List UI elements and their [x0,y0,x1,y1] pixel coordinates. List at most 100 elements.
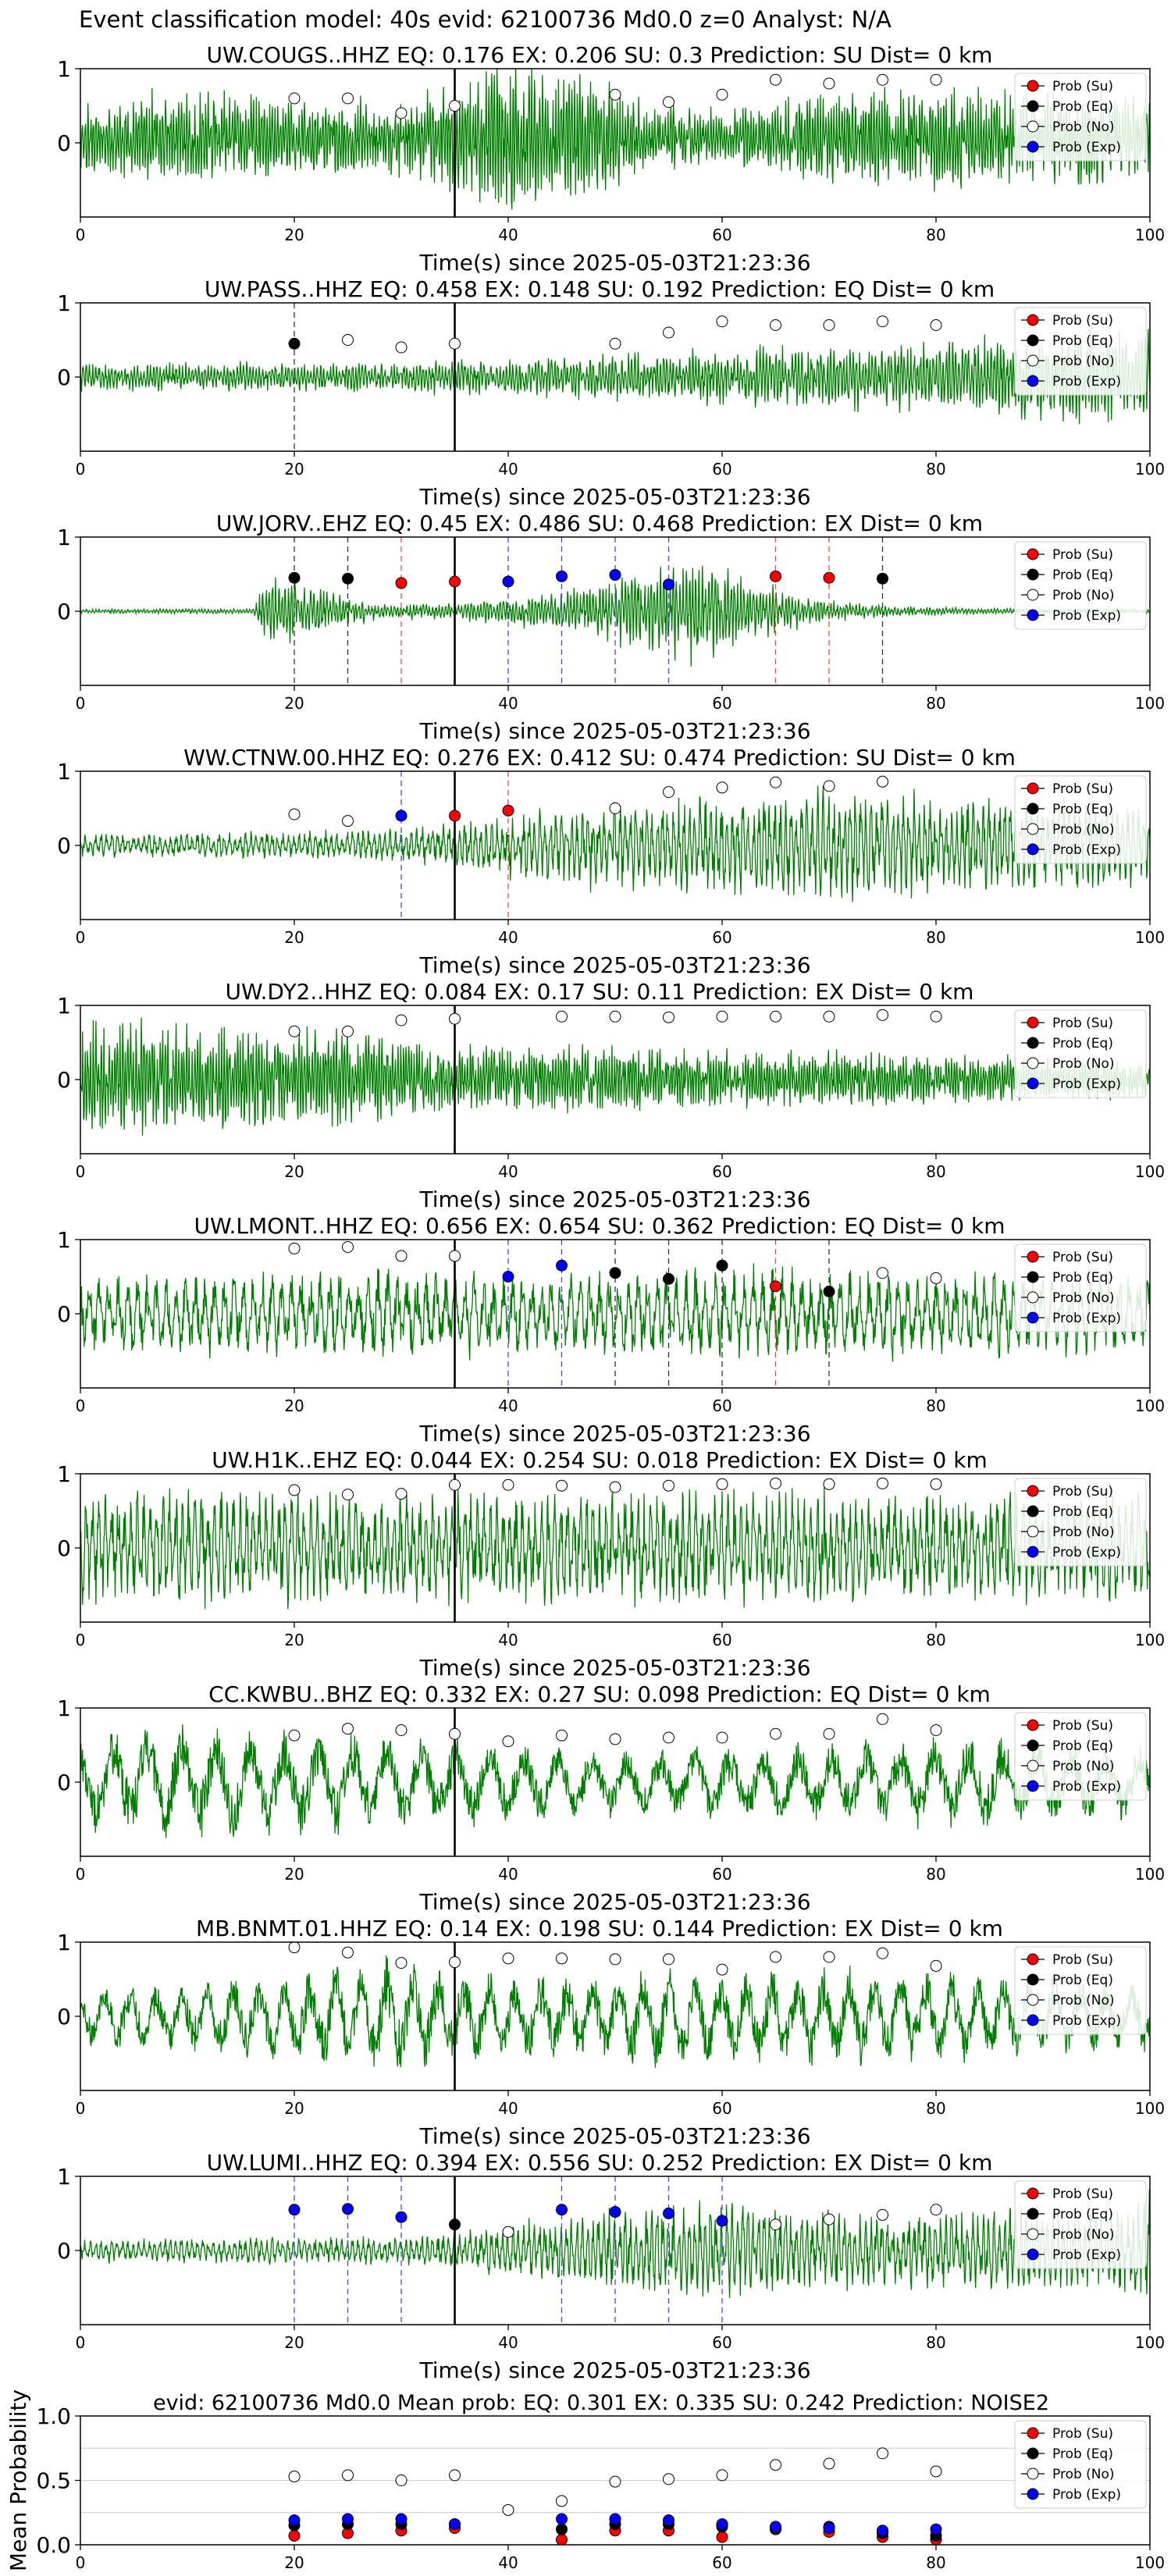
station-panel: 0 20 40 60 80 100 0 1 UW.H1K..EHZ EQ: 0.044 EX: … [57,1447,1165,1681]
y-tick-label: 1 [57,1695,71,1721]
legend-marker-su [1027,1485,1039,1497]
prob-point-no [930,1959,942,1972]
legend-label: Prob (Su) [1052,1952,1113,1968]
prob-point-eq [288,337,301,350]
legend-marker-no [1027,354,1039,367]
x-tick-label: 20 [284,2333,304,2352]
x-tick-label: 60 [712,226,731,244]
prob-point-no [716,781,728,794]
x-axis-label: Time(s) since 2025-05-03T21:23:36 [418,484,810,510]
legend-label: Prob (Eq) [1052,1270,1113,1286]
prob-point-no [449,1956,461,1969]
prob-point-no [342,815,354,827]
legend-marker-eq [1027,1505,1039,1517]
y-tick-label: 0.0 [36,2532,71,2558]
x-axis-label: Time(s) since 2025-05-03T21:23:36 [418,718,810,744]
prob-point-no [609,802,621,814]
legend-marker-no [1027,1525,1039,1538]
x-tick-label: 80 [926,2099,945,2118]
x-tick-label: 0 [76,226,86,244]
prob-point-no [930,2204,942,2216]
prob-point-no [342,1489,354,1501]
legend-marker-exp [1027,375,1039,387]
x-tick-label: 0 [76,2333,86,2352]
x-tick-label: 100 [1135,460,1165,479]
legend-label: Prob (Exp) [1052,2487,1121,2503]
prob-point-no [823,780,835,792]
prob-point-no [449,1250,461,1262]
prob-point-no [556,1479,568,1492]
prob-point-exp [502,575,514,588]
prob-point-no [930,1010,942,1023]
prob-point-no [823,77,835,90]
legend-marker-exp [1027,141,1039,153]
legend-label: Prob (Exp) [1052,1779,1121,1795]
x-tick-label: 0 [76,928,86,947]
panel-title: CC.KWBU..BHZ EQ: 0.332 EX: 0.27 SU: 0.09… [208,1681,991,1707]
legend-box [1014,1478,1147,1567]
prob-point-exp [716,2518,728,2531]
prob-point-exp [609,2513,621,2525]
prob-point-exp [556,1259,568,1272]
station-panel: 0 20 40 60 80 100 0 1 UW.JORV..EHZ EQ: 0.45 EX: … [57,511,1165,744]
panel-title: UW.PASS..HHZ EQ: 0.458 EX: 0.148 SU: 0.1… [205,276,995,302]
x-tick-label: 80 [926,226,945,244]
prob-point-no [395,1488,408,1500]
prob-point-exp [342,2513,354,2525]
x-tick-label: 20 [284,460,304,479]
mean-probability-panel: 0 20 40 60 80 100 0.0 0.5 1.0 evid: 62100736 Md0.… [5,2389,1165,2572]
legend-marker-su [1027,1719,1039,1731]
x-tick-label: 0 [76,2553,86,2572]
prob-point-no [770,776,781,788]
panel-title: evid: 62100736 Md0.0 Mean prob: EQ: 0.30… [153,2391,1049,2415]
legend-label: Prob (Su) [1052,1016,1113,1031]
y-tick-label: 0 [57,2004,71,2030]
station-panel: 0 20 40 60 80 100 0 1 UW.LMONT..HHZ EQ: 0.656 EX… [57,1213,1165,1446]
x-tick-label: 80 [926,1162,945,1181]
x-tick-label: 100 [1135,2099,1165,2118]
legend-marker-eq [1027,1739,1039,1752]
legend-label: Prob (Exp) [1052,842,1121,858]
x-tick-label: 60 [712,460,731,479]
waveform-trace [80,2189,1150,2299]
prob-point-no [609,1481,621,1493]
x-tick-label: 40 [498,2333,518,2352]
x-tick-label: 80 [926,694,945,713]
legend-label: Prob (No) [1052,822,1115,838]
legend: Prob (Su) Prob (Eq) Prob (No) Prob (Exp) [1014,1712,1147,1801]
legend-label: Prob (Exp) [1052,1076,1121,1092]
waveform-trace [80,1017,1150,1136]
x-tick-label: 40 [498,1162,518,1181]
legend: Prob (Su) Prob (Eq) Prob (No) Prob (Exp) [1014,1946,1147,2035]
x-axis-label: Time(s) since 2025-05-03T21:23:36 [418,2357,810,2383]
plot-area [80,1474,1150,1622]
x-tick-label: 40 [498,1865,518,1884]
legend: Prob (Su) Prob (Eq) Prob (No) Prob (Exp) [1014,541,1147,630]
prob-point-no [288,1942,301,1954]
prob-point-exp [288,2514,301,2527]
legend-label: Prob (Su) [1052,1484,1113,1500]
prob-point-no [449,100,461,112]
y-tick-label: 0 [57,1535,71,1561]
x-tick-label: 0 [76,1631,86,1649]
legend-marker-eq [1027,2208,1039,2220]
prob-point-no [502,1735,514,1748]
plot-area [80,771,1150,920]
prob-point-no [877,1947,888,1959]
legend-marker-su [1027,782,1039,795]
x-tick-label: 20 [284,1865,304,1884]
legend-label: Prob (Eq) [1052,1036,1113,1051]
prob-point-no [877,315,888,328]
legend-marker-exp [1027,2488,1039,2500]
legend-label: Prob (Exp) [1052,2013,1121,2029]
plot-area [80,69,1150,217]
legend-box [1014,73,1147,162]
prob-point-exp [556,570,568,582]
x-tick-label: 100 [1135,1865,1165,1884]
prob-point-no [395,107,408,119]
prob-point-su [395,577,408,589]
legend-marker-su [1027,314,1039,326]
y-tick-label: 0 [57,365,71,390]
legend-label: Prob (No) [1052,119,1115,135]
